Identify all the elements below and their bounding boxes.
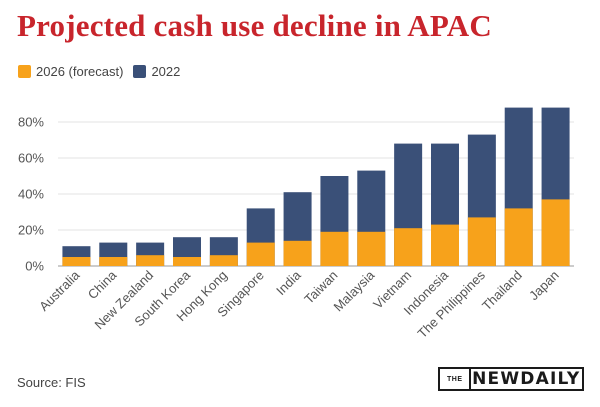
y-tick-label: 20% bbox=[18, 223, 44, 238]
x-tick-label: Thailand bbox=[479, 268, 525, 314]
legend-swatch-2022 bbox=[133, 65, 147, 78]
bar-2026-forecast bbox=[394, 228, 423, 266]
bar-2026-forecast bbox=[467, 217, 496, 266]
bar-2026-forecast bbox=[541, 199, 570, 266]
legend-label-2022: 2022 bbox=[151, 64, 181, 79]
bar-2026-forecast bbox=[209, 255, 238, 266]
x-tick-label: China bbox=[85, 267, 120, 302]
x-tick-label: Malaysia bbox=[331, 267, 378, 314]
bar-2026-forecast bbox=[283, 240, 312, 266]
bar-2026-forecast bbox=[62, 257, 91, 266]
bar-2026-forecast bbox=[357, 231, 386, 266]
bar-2026-forecast bbox=[99, 257, 128, 266]
bar-2026-forecast bbox=[136, 255, 165, 266]
bar-2026-forecast bbox=[173, 257, 201, 266]
legend-label-forecast: 2026 (forecast) bbox=[36, 64, 124, 79]
legend: 2026 (forecast) 2022 bbox=[18, 64, 190, 79]
y-tick-label: 0% bbox=[25, 259, 44, 274]
bar-2026-forecast bbox=[320, 231, 349, 266]
legend-swatch-forecast bbox=[18, 65, 31, 78]
source-note: Source: FIS bbox=[17, 375, 86, 390]
chart-title: Projected cash use decline in APAC bbox=[17, 8, 492, 43]
bar-2026-forecast bbox=[431, 224, 459, 266]
legend-item-2022: 2022 bbox=[133, 64, 180, 79]
x-tick-label: Japan bbox=[526, 268, 562, 304]
legend-item-forecast: 2026 (forecast) bbox=[18, 64, 123, 79]
bar-2026-forecast bbox=[246, 242, 275, 266]
y-tick-label: 40% bbox=[18, 187, 44, 202]
brand-prefix: THE bbox=[447, 375, 463, 383]
x-tick-label: India bbox=[273, 267, 304, 298]
x-tick-label: Australia bbox=[36, 267, 83, 314]
bar-2026-forecast bbox=[504, 208, 533, 266]
brand-name: NEWDAILY bbox=[468, 369, 583, 389]
y-tick-label: 80% bbox=[18, 115, 44, 130]
x-tick-label: The Philippines bbox=[415, 267, 489, 341]
brand-logo: THE NEWDAILY bbox=[438, 367, 584, 391]
y-tick-label: 60% bbox=[18, 151, 44, 166]
